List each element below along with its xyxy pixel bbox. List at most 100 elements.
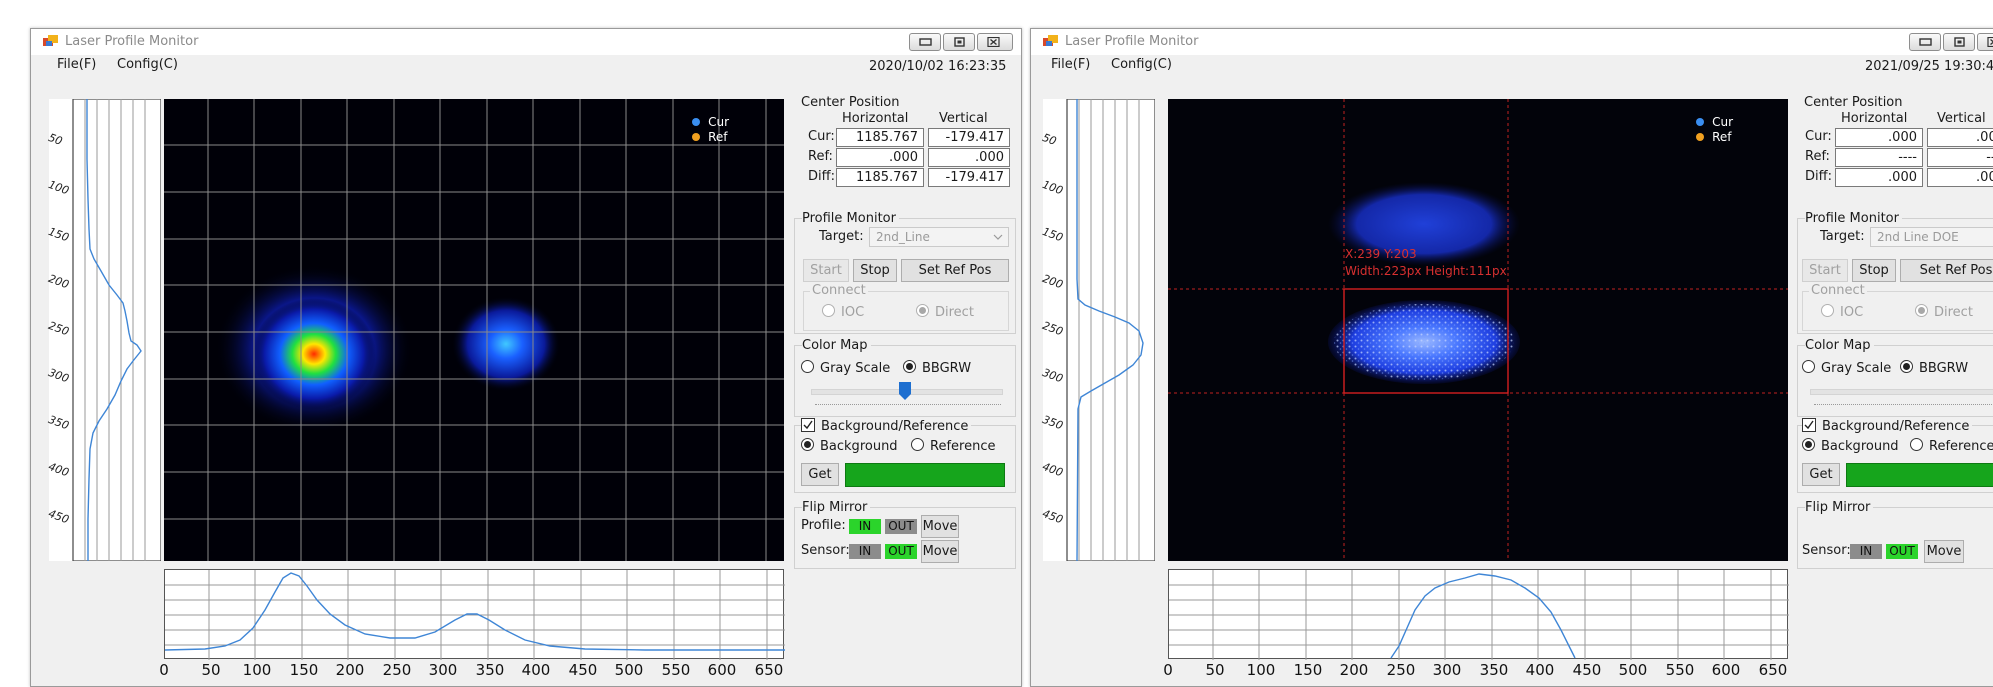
x-tick-label: 450 xyxy=(1572,661,1602,679)
control-panel: Center Position Horizontal Vertical Cur:… xyxy=(794,95,1016,655)
set-ref-pos-button[interactable]: Set Ref Pos xyxy=(1900,259,1993,282)
sensor-move-button[interactable]: Move xyxy=(1924,540,1964,563)
bbgrw-radio[interactable]: BBGRW xyxy=(1900,360,1968,376)
x-tick-label: 550 xyxy=(661,661,691,679)
beam-image-view[interactable]: X:239 Y:203 Width:223px Height:111px Cur… xyxy=(1168,99,1788,561)
horizontal-profile-plot xyxy=(1168,569,1789,660)
reference-radio[interactable]: Reference xyxy=(1910,438,1993,454)
connect-title: Connect xyxy=(810,283,868,298)
ioc-radio[interactable]: IOC xyxy=(822,304,864,320)
image-legend: Cur Ref xyxy=(692,115,729,145)
reference-label: Reference xyxy=(1929,439,1993,454)
x-tick-label: 650 xyxy=(1758,661,1788,679)
title-bar: Laser Profile Monitor xyxy=(1031,29,1993,55)
maximize-button[interactable] xyxy=(943,33,975,51)
ioc-radio[interactable]: IOC xyxy=(1821,304,1863,320)
ref-dot-icon xyxy=(692,133,701,141)
legend-cur: Cur xyxy=(708,115,729,129)
minimize-button[interactable] xyxy=(909,33,941,51)
cur-vertical-field: -179.417 xyxy=(928,128,1010,147)
background-radio[interactable]: Background xyxy=(1802,438,1899,454)
start-button[interactable]: Start xyxy=(1802,259,1848,282)
background-status-bar xyxy=(845,463,1005,487)
center-position-group: Center Position Horizontal Vertical Cur:… xyxy=(794,95,1016,187)
color-map-slider-track[interactable] xyxy=(1810,389,1993,395)
row-label-ref: Ref: xyxy=(1805,149,1830,164)
background-label: Background xyxy=(820,439,898,454)
x-tick-label: 150 xyxy=(1293,661,1323,679)
color-map-slider-thumb[interactable] xyxy=(899,382,911,400)
row-label-ref: Ref: xyxy=(808,149,833,164)
get-button[interactable]: Get xyxy=(1802,463,1840,486)
sensor-in-indicator: IN xyxy=(1850,544,1882,559)
x-tick-label: 100 xyxy=(1246,661,1276,679)
profile-out-indicator: OUT xyxy=(885,519,917,534)
column-horizontal: Horizontal xyxy=(1841,111,1908,126)
radio-icon xyxy=(911,438,924,451)
x-tick-label: 500 xyxy=(1618,661,1648,679)
menu-config[interactable]: Config(C) xyxy=(1111,57,1172,72)
minimize-button[interactable] xyxy=(1909,33,1941,51)
close-icon xyxy=(1987,37,1993,47)
direct-label: Direct xyxy=(1934,305,1973,320)
target-combo[interactable]: 2nd_Line xyxy=(869,227,1009,247)
legend-ref: Ref xyxy=(708,130,728,144)
background-status-bar xyxy=(1846,463,1993,487)
minimize-icon xyxy=(1919,38,1932,46)
x-tick-label: 550 xyxy=(1665,661,1695,679)
menu-config[interactable]: Config(C) xyxy=(117,57,178,72)
radio-icon xyxy=(1821,304,1834,317)
close-button[interactable] xyxy=(977,33,1013,51)
group-title: Flip Mirror xyxy=(1805,500,1874,515)
target-combo[interactable]: 2nd Line DOE xyxy=(1870,227,1993,247)
sensor-mirror-label: Sensor: xyxy=(1802,543,1851,558)
group-title: Color Map xyxy=(802,338,871,353)
beam-image-view[interactable]: Cur Ref xyxy=(164,99,784,561)
stop-button[interactable]: Stop xyxy=(853,259,897,282)
set-ref-pos-button[interactable]: Set Ref Pos xyxy=(901,259,1009,282)
ref-horizontal-field: ---- xyxy=(1835,148,1923,167)
radio-icon xyxy=(1802,438,1815,451)
radio-icon xyxy=(1910,438,1923,451)
reference-radio[interactable]: Reference xyxy=(911,438,995,454)
menu-file[interactable]: File(F) xyxy=(57,57,97,72)
x-tick-label: 400 xyxy=(1525,661,1555,679)
radio-icon xyxy=(1900,360,1913,373)
cur-vertical-field: .000 xyxy=(1927,128,1993,147)
background-reference-checkbox[interactable]: Background/Reference xyxy=(1802,418,1973,434)
color-map-group: Color Map Gray Scale BBGRW xyxy=(794,338,1016,417)
gray-scale-label: Gray Scale xyxy=(820,361,891,376)
x-tick-label: 600 xyxy=(707,661,737,679)
x-tick-label: 250 xyxy=(1386,661,1416,679)
x-tick-label: 300 xyxy=(428,661,458,679)
close-icon xyxy=(987,37,1000,47)
x-tick-label: 650 xyxy=(754,661,784,679)
diff-vertical-field: .000 xyxy=(1927,168,1993,187)
background-radio[interactable]: Background xyxy=(801,438,898,454)
datetime-label: 2020/10/02 16:23:35 xyxy=(869,59,1007,74)
stop-button[interactable]: Stop xyxy=(1852,259,1896,282)
x-tick-label: 0 xyxy=(1163,661,1173,679)
start-button[interactable]: Start xyxy=(803,259,849,282)
group-title: Center Position xyxy=(1804,95,1903,110)
sensor-in-indicator: IN xyxy=(849,544,881,559)
vertical-profile-trace xyxy=(86,99,142,561)
target-label: Target: xyxy=(819,229,864,244)
close-button[interactable] xyxy=(1977,33,1993,51)
gray-scale-radio[interactable]: Gray Scale xyxy=(801,360,890,376)
sensor-move-button[interactable]: Move xyxy=(921,540,959,563)
background-reference-checkbox[interactable]: Background/Reference xyxy=(801,418,972,434)
group-title: Color Map xyxy=(1805,338,1874,353)
horizontal-profile-plot xyxy=(164,569,785,660)
maximize-button[interactable] xyxy=(1943,33,1975,51)
sensor-out-indicator: OUT xyxy=(885,544,917,559)
x-tick-label: 600 xyxy=(1711,661,1741,679)
direct-radio[interactable]: Direct xyxy=(1915,304,1973,320)
bbgrw-radio[interactable]: BBGRW xyxy=(903,360,971,376)
menu-file[interactable]: File(F) xyxy=(1051,57,1091,72)
horizontal-profile-trace xyxy=(165,572,785,651)
get-button[interactable]: Get xyxy=(801,463,839,486)
gray-scale-radio[interactable]: Gray Scale xyxy=(1802,360,1891,376)
direct-radio[interactable]: Direct xyxy=(916,304,974,320)
profile-move-button[interactable]: Move xyxy=(921,515,959,538)
